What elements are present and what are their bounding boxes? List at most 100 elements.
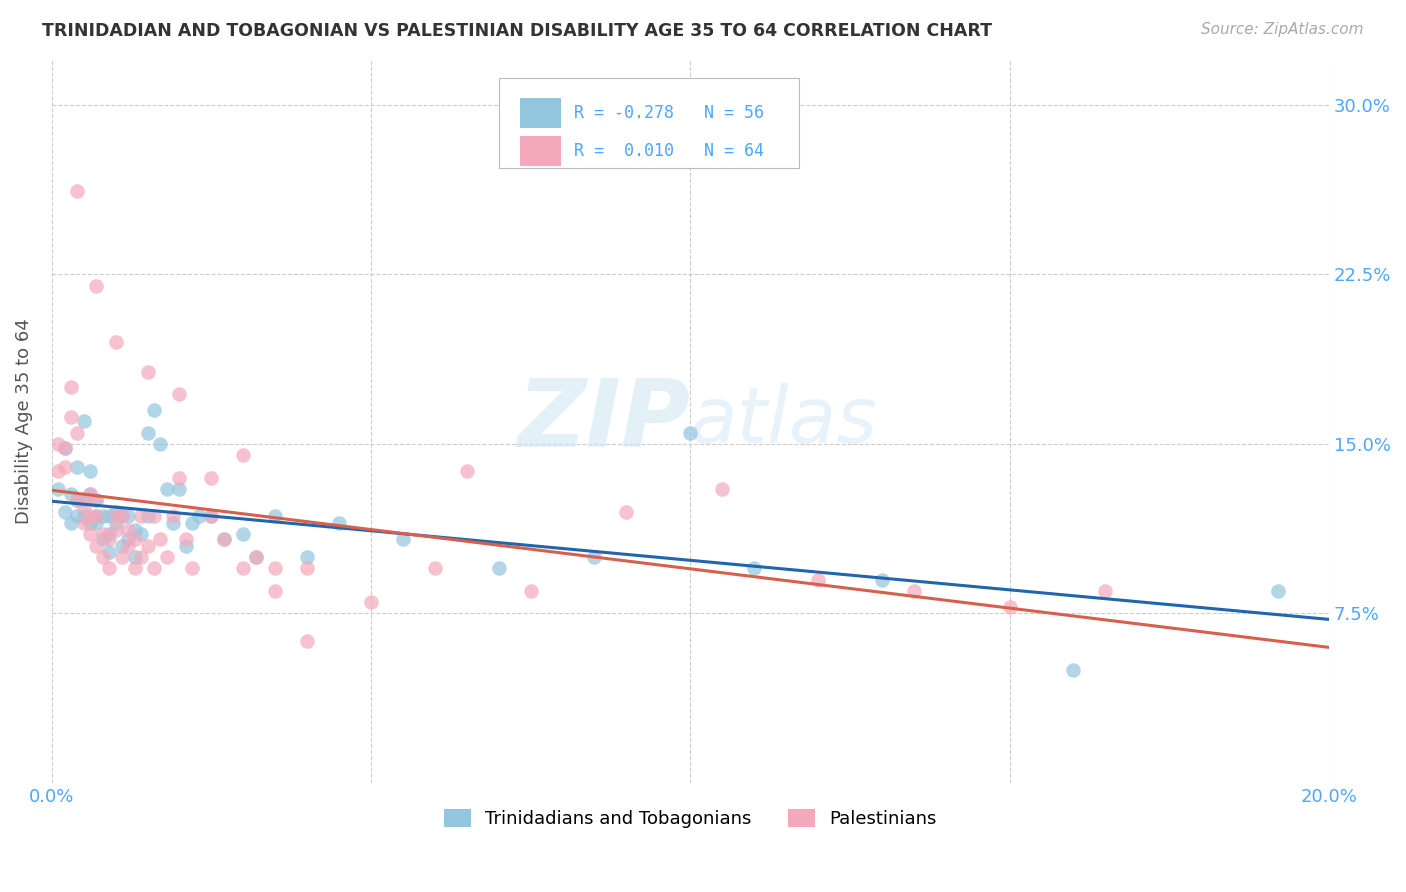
Point xyxy=(360,595,382,609)
Point xyxy=(86,493,108,508)
Point xyxy=(232,527,254,541)
Point xyxy=(456,464,478,478)
Point xyxy=(73,509,96,524)
Point xyxy=(124,523,146,537)
Point xyxy=(136,539,159,553)
Point xyxy=(73,500,96,515)
Point xyxy=(295,633,318,648)
Point xyxy=(59,486,82,500)
Point xyxy=(111,549,134,564)
Point xyxy=(66,493,89,508)
Point xyxy=(129,509,152,524)
Point xyxy=(86,493,108,508)
Point xyxy=(79,486,101,500)
Point xyxy=(91,509,114,524)
Point xyxy=(232,561,254,575)
Point xyxy=(124,549,146,564)
Text: Source: ZipAtlas.com: Source: ZipAtlas.com xyxy=(1201,22,1364,37)
Point xyxy=(111,509,134,524)
Point xyxy=(73,516,96,530)
Point xyxy=(181,561,204,575)
Text: ZIP: ZIP xyxy=(517,376,690,467)
Point xyxy=(169,471,191,485)
Point xyxy=(59,380,82,394)
Point xyxy=(53,442,76,456)
Point xyxy=(149,437,172,451)
Point xyxy=(91,527,114,541)
Point xyxy=(136,425,159,440)
Point xyxy=(181,516,204,530)
Point xyxy=(79,464,101,478)
Text: atlas: atlas xyxy=(690,384,879,459)
Point xyxy=(423,561,446,575)
Point xyxy=(295,561,318,575)
Point xyxy=(156,549,179,564)
Point xyxy=(53,442,76,456)
Point xyxy=(86,509,108,524)
Point xyxy=(98,509,121,524)
Point xyxy=(124,561,146,575)
Point xyxy=(46,437,69,451)
Point xyxy=(124,532,146,546)
Point xyxy=(200,509,222,524)
Point xyxy=(488,561,510,575)
Point xyxy=(232,448,254,462)
Point xyxy=(212,532,235,546)
Point xyxy=(742,561,765,575)
Point xyxy=(104,335,127,350)
Point xyxy=(998,599,1021,614)
Point xyxy=(66,184,89,198)
Bar xyxy=(520,136,561,167)
Point xyxy=(53,505,76,519)
Point xyxy=(73,493,96,508)
Point xyxy=(187,509,209,524)
Point xyxy=(111,509,134,524)
Point xyxy=(66,509,89,524)
Point xyxy=(66,493,89,508)
Point xyxy=(86,278,108,293)
Point xyxy=(98,545,121,559)
Point xyxy=(156,482,179,496)
Point xyxy=(59,409,82,424)
Point xyxy=(66,425,89,440)
Point xyxy=(169,482,191,496)
Point xyxy=(264,583,287,598)
Point xyxy=(98,561,121,575)
Point xyxy=(53,459,76,474)
Point xyxy=(91,532,114,546)
Point xyxy=(117,532,139,546)
Point xyxy=(149,532,172,546)
Point xyxy=(129,527,152,541)
Point xyxy=(104,509,127,524)
Point xyxy=(117,509,139,524)
Point xyxy=(162,509,184,524)
Point xyxy=(212,532,235,546)
Point xyxy=(1267,583,1289,598)
Point xyxy=(129,549,152,564)
Point xyxy=(1062,663,1084,677)
Point xyxy=(79,509,101,524)
Point xyxy=(169,387,191,401)
Point xyxy=(295,549,318,564)
Point xyxy=(66,459,89,474)
Point xyxy=(245,549,267,564)
Point xyxy=(200,509,222,524)
Point xyxy=(200,471,222,485)
Point xyxy=(104,523,127,537)
Point xyxy=(142,509,165,524)
Point xyxy=(142,403,165,417)
Point xyxy=(117,539,139,553)
Point xyxy=(264,561,287,575)
Point xyxy=(79,527,101,541)
Point xyxy=(245,549,267,564)
Y-axis label: Disability Age 35 to 64: Disability Age 35 to 64 xyxy=(15,318,32,524)
Point xyxy=(46,482,69,496)
Point xyxy=(86,516,108,530)
Point xyxy=(162,516,184,530)
Point xyxy=(86,509,108,524)
Point xyxy=(79,486,101,500)
Point xyxy=(392,532,415,546)
Point xyxy=(117,523,139,537)
Point xyxy=(104,505,127,519)
Point xyxy=(104,516,127,530)
